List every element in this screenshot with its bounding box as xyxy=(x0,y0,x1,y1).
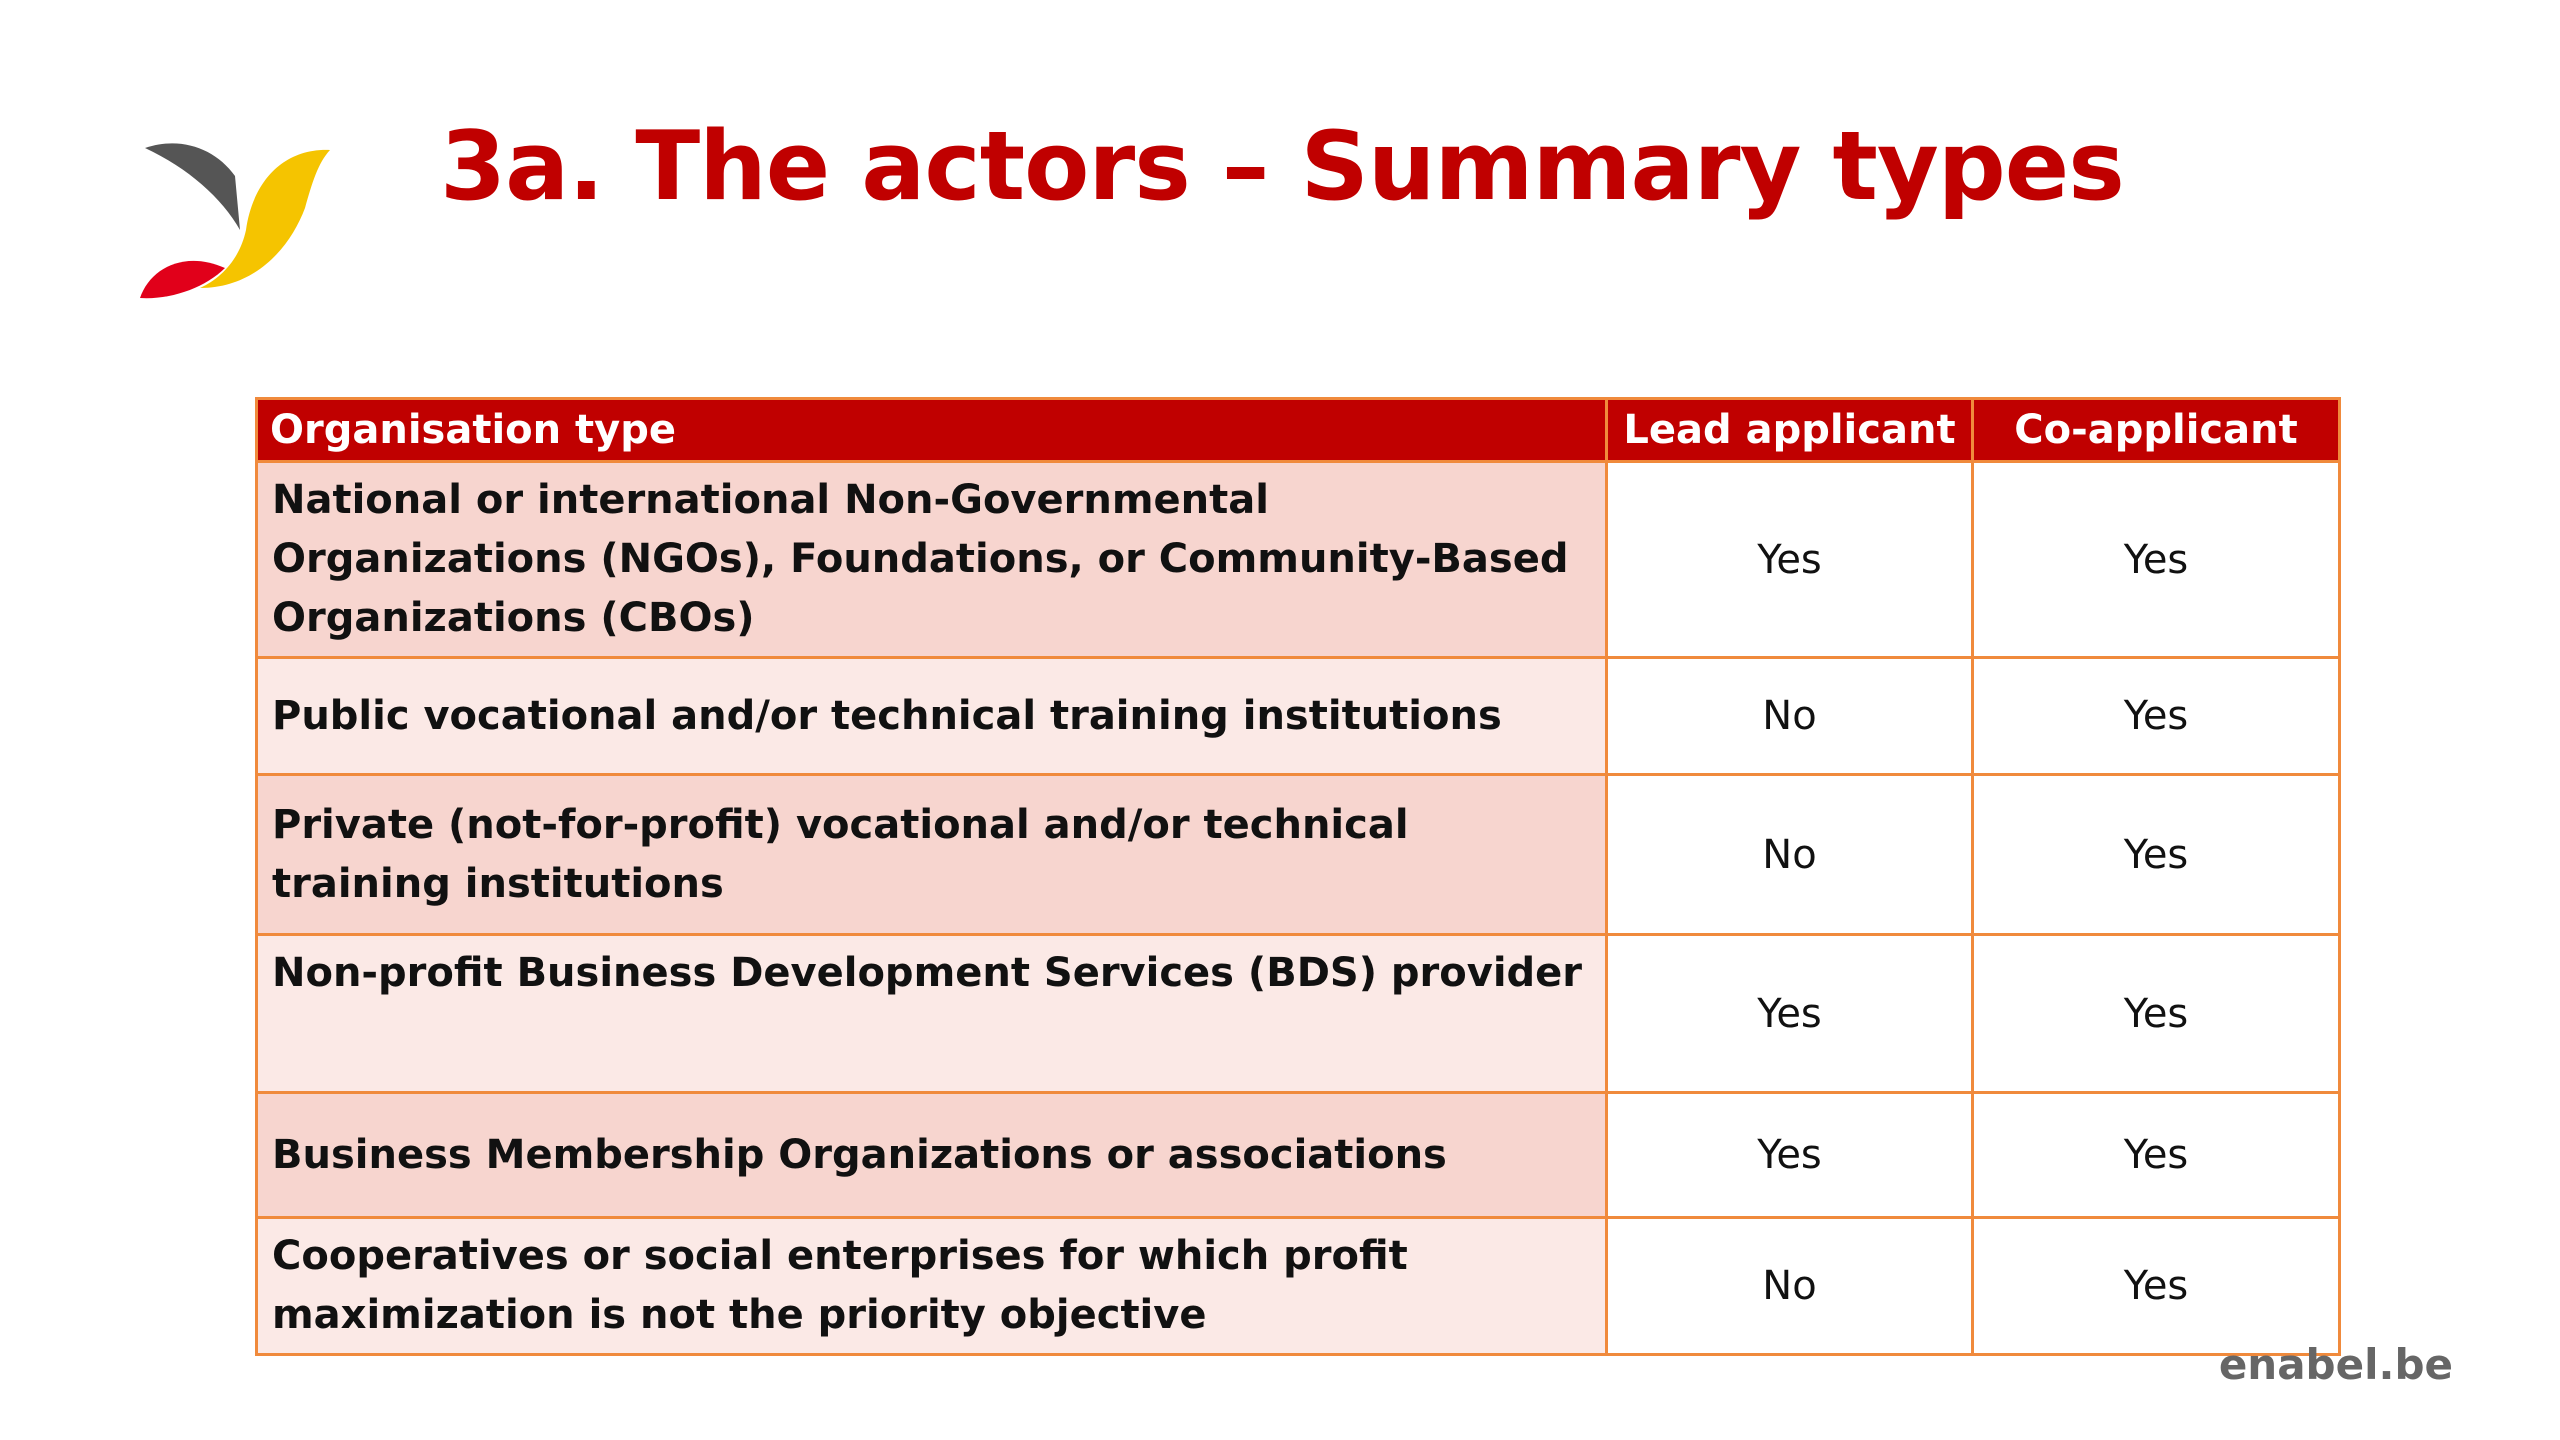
lead-applicant-cell: No xyxy=(1605,773,1974,936)
organisation-type-cell: Public vocational and/or technical train… xyxy=(255,656,1608,776)
table-row: Business Membership Organizations or ass… xyxy=(255,1091,2341,1219)
enabel-logo-icon xyxy=(140,143,330,299)
footer-website: enabel.be xyxy=(2218,1340,2453,1389)
co-applicant-cell: Yes xyxy=(1971,656,2341,776)
co-applicant-cell: Yes xyxy=(1971,933,2341,1094)
table-row: Cooperatives or social enterprises for w… xyxy=(255,1216,2341,1356)
header-co-applicant: Co-applicant xyxy=(1971,397,2341,463)
table-row: National or international Non-Government… xyxy=(255,460,2341,659)
organisation-type-cell: Non-profit Business Development Services… xyxy=(255,933,1608,1094)
page-title: 3a. The actors – Summary types xyxy=(440,112,2125,222)
organisation-type-cell: Cooperatives or social enterprises for w… xyxy=(255,1216,1608,1356)
header-organisation-type: Organisation type xyxy=(255,397,1608,463)
organisation-type-cell: National or international Non-Government… xyxy=(255,460,1608,659)
lead-applicant-cell: Yes xyxy=(1605,460,1974,659)
organisation-type-cell: Business Membership Organizations or ass… xyxy=(255,1091,1608,1219)
table-row: Non-profit Business Development Services… xyxy=(255,933,2341,1094)
header-lead-applicant: Lead applicant xyxy=(1605,397,1974,463)
co-applicant-cell: Yes xyxy=(1971,1091,2341,1219)
co-applicant-cell: Yes xyxy=(1971,773,2341,936)
co-applicant-cell: Yes xyxy=(1971,460,2341,659)
lead-applicant-cell: No xyxy=(1605,1216,1974,1356)
co-applicant-cell: Yes xyxy=(1971,1216,2341,1356)
table-header-row: Organisation type Lead applicant Co-appl… xyxy=(255,397,2341,463)
table-row: Private (not-for-profit) vocational and/… xyxy=(255,773,2341,936)
lead-applicant-cell: No xyxy=(1605,656,1974,776)
table-row: Public vocational and/or technical train… xyxy=(255,656,2341,776)
lead-applicant-cell: Yes xyxy=(1605,933,1974,1094)
lead-applicant-cell: Yes xyxy=(1605,1091,1974,1219)
organisation-type-cell: Private (not-for-profit) vocational and/… xyxy=(255,773,1608,936)
summary-table: Organisation type Lead applicant Co-appl… xyxy=(255,397,2341,1356)
